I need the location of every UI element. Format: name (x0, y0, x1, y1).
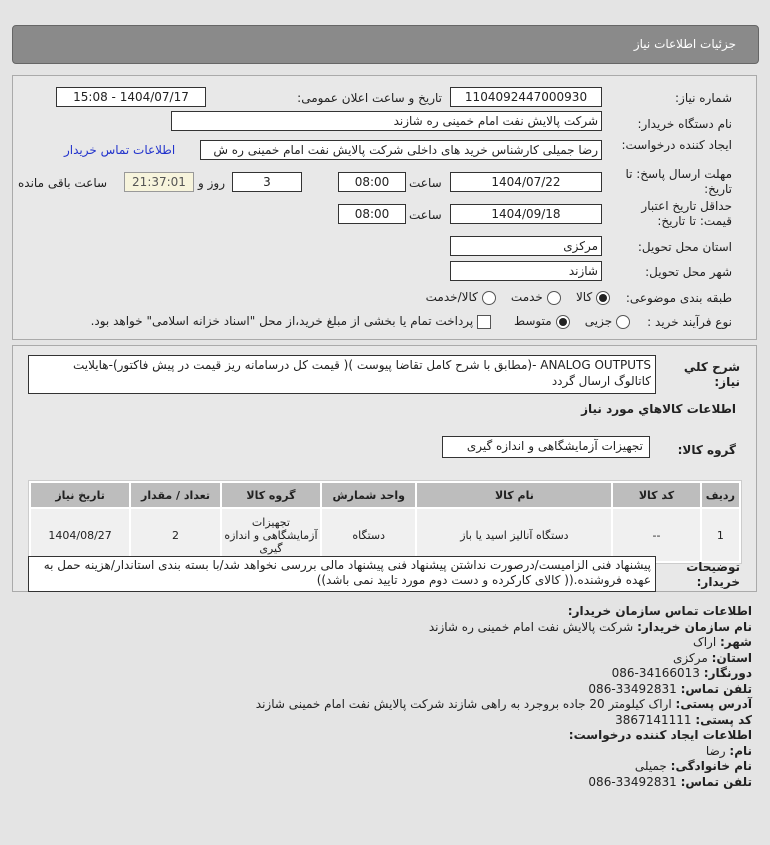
col-row: ردیف (701, 483, 739, 507)
org-value: شرکت پالایش نفت امام خمینی ره شازند (428, 619, 634, 634)
col-qty: تعداد / مقدار (131, 483, 220, 507)
province-value: مرکزی (673, 650, 708, 665)
creator-info-title: اطلاعات ایجاد کننده درخواست: (568, 728, 752, 742)
process-medium-label: متوسط (513, 314, 552, 328)
goods-table: ردیف کد کالا نام کالا واحد شمارش گروه کا… (28, 480, 742, 564)
deadline-time-field: 08:00 (338, 172, 406, 192)
province-field: مرکزی (450, 236, 602, 256)
col-name: نام کالا (417, 483, 612, 507)
org-label: نام سازمان خریدار: (637, 619, 752, 634)
deadline-label: مهلت ارسال پاسخ: تا تاریخ: (625, 167, 732, 196)
description-field: ANALOG OUTPUTS -(مطابق با شرح کامل تقاضا… (28, 355, 656, 394)
phone-label: تلفن تماس: (680, 681, 752, 696)
col-group: گروه کالا (221, 483, 321, 507)
announce-field: 1404/07/17 - 15:08 (56, 87, 206, 107)
creator-phone-value: 086-33492831 (588, 774, 677, 789)
process-label: نوع فرآیند خرید : (647, 315, 732, 329)
remaining-time-field: 21:37:01 (124, 172, 194, 192)
deadline-date-field: 1404/07/22 (450, 172, 602, 192)
validity-date-field: 1404/09/18 (450, 204, 602, 224)
validity-label: حداقل تاریخ اعتبار قیمت: تا تاریخ: (641, 199, 732, 228)
province-label: استان محل تحویل: (637, 240, 732, 254)
category-goods-radio[interactable] (596, 290, 610, 305)
category-label: طبقه بندی موضوعی: (625, 291, 732, 305)
process-radio-group: جزیی متوسط پرداخت تمام یا بخشی از مبلغ خ… (91, 313, 630, 329)
announce-label: تاریخ و ساعت اعلان عمومی: (297, 91, 442, 105)
payment-note: پرداخت تمام یا بخشی از مبلغ خرید،از محل … (90, 314, 474, 328)
name-label: نام: (729, 743, 752, 758)
notes-field: پیشنهاد فنی الزامیست/درصورت نداشتن پیشنه… (28, 556, 656, 592)
creator-label: ایجاد کننده درخواست: (621, 138, 732, 152)
postal-value: 3867141111 (615, 712, 692, 727)
remaining-label: ساعت باقی مانده (18, 176, 108, 190)
family-value: جمیلی (634, 759, 667, 773)
contact-title: اطلاعات تماس سازمان خریدار: (567, 604, 752, 618)
fax-label: دورنگار: (703, 666, 752, 680)
buyer-contact-link[interactable]: اطلاعات تماس خریدار (64, 143, 176, 157)
category-both-radio[interactable] (481, 290, 496, 305)
col-date: تاریخ نیاز (31, 483, 130, 507)
table-row: 1 -- دستگاه آنالیز اسید یا باز دستگاه تج… (31, 509, 739, 561)
cell-name: دستگاه آنالیز اسید یا باز (417, 509, 612, 561)
fax-value: 086-34166013 (611, 666, 700, 680)
deadline-time-label: ساعت (409, 176, 442, 190)
process-minor-radio[interactable] (616, 314, 630, 329)
goods-group-label: گروه کالا: (677, 443, 736, 457)
cell-group: تجهیزات آزمایشگاهی و اندازه گیری (221, 509, 321, 561)
days-field: 3 (232, 172, 302, 192)
buyer-field: شرکت پالایش نفت امام خمینی ره شازند (171, 111, 602, 131)
cell-code: -- (613, 509, 700, 561)
cell-row: 1 (701, 509, 739, 561)
page-header: جزئیات اطلاعات نیاز (12, 25, 759, 64)
cell-unit: دستگاه (322, 509, 416, 561)
description-label: شرح کلي نياز: (683, 360, 740, 389)
page-title: جزئیات اطلاعات نیاز (633, 37, 736, 51)
col-code: کد کالا (613, 483, 700, 507)
family-label: نام خانوادگی: (670, 759, 752, 773)
category-service-label: خدمت (510, 290, 543, 304)
validity-time-label: ساعت (409, 208, 442, 222)
buyer-label: نام دستگاه خریدار: (637, 117, 733, 131)
category-both-label: کالا/خدمت (425, 290, 478, 304)
buyer-contact-info: اطلاعات تماس سازمان خریدار: نام سازمان خ… (256, 604, 752, 790)
col-unit: واحد شمارش (322, 483, 416, 507)
postal-label: کد پستی: (695, 712, 752, 727)
address-value: اراک کیلومتر 20 جاده بروجرد به راهی شازن… (255, 697, 672, 711)
days-label: روز و (198, 176, 225, 190)
validity-time-field: 08:00 (338, 204, 406, 224)
goods-section-title: اطلاعات کالاهاي مورد نياز (581, 402, 736, 416)
table-header-row: ردیف کد کالا نام کالا واحد شمارش گروه کا… (31, 483, 739, 507)
city-field: شازند (450, 261, 602, 281)
process-medium-radio[interactable] (555, 314, 570, 329)
notes-label: توضیحات خریدار: (686, 560, 740, 589)
province-label: استان: (711, 650, 752, 665)
city-value: اراک (692, 635, 717, 649)
name-value: رضا (705, 743, 726, 758)
city-label: شهر محل تحویل: (645, 265, 732, 279)
category-goods-label: کالا (575, 290, 593, 304)
need-number-label: شماره نیاز: (675, 91, 732, 105)
process-minor-label: جزیی (584, 314, 613, 328)
cell-date: 1404/08/27 (31, 509, 130, 561)
creator-field: رضا جمیلی کارشناس خرید های داخلی شرکت پا… (200, 140, 602, 160)
phone-value: 086-33492831 (588, 681, 677, 696)
goods-group-field: تجهیزات آزمایشگاهی و اندازه گیری (442, 436, 650, 458)
category-radio-group: کالا خدمت کالا/خدمت (426, 289, 610, 305)
address-label: آدرس پستی: (675, 697, 752, 711)
need-number-field: 1104092447000930 (450, 87, 602, 107)
treasury-payment-checkbox[interactable] (477, 314, 492, 329)
category-service-radio[interactable] (546, 290, 561, 305)
creator-phone-label: تلفن تماس: (680, 774, 752, 789)
city-label: شهر: (720, 635, 752, 649)
cell-qty: 2 (131, 509, 220, 561)
